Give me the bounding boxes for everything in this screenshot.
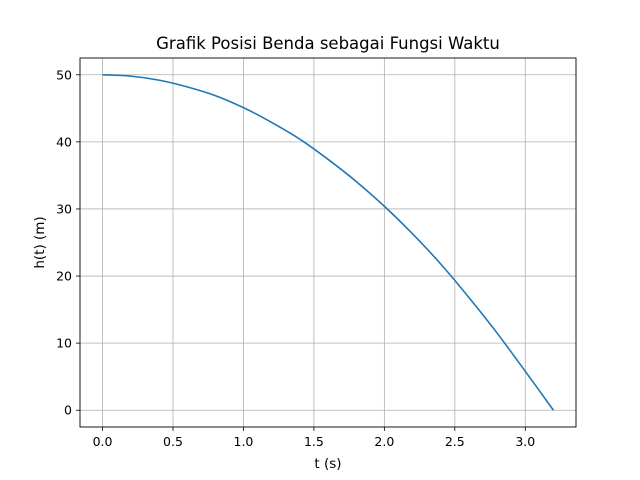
y-tick-label: 10 [56, 336, 72, 351]
x-tick-label: 0.0 [93, 434, 113, 449]
y-axis-label: h(t) (m) [32, 216, 48, 268]
y-tick-label: 40 [56, 134, 72, 149]
chart-title: Grafik Posisi Benda sebagai Fungsi Waktu [156, 34, 500, 53]
y-tick-label: 30 [56, 201, 72, 216]
grid-layer [80, 58, 576, 427]
x-tick-label: 2.0 [374, 434, 394, 449]
series-line [102, 73, 555, 411]
series-layer [102, 73, 555, 411]
plot-frame [79, 57, 577, 428]
tick-layer: 0.0 0.5 1.0 1.5 2.0 2.5 3.0 0 10 20 30 40 50 [56, 67, 535, 449]
x-axis-label: t (s) [314, 456, 341, 472]
x-tick-label: 0.5 [163, 434, 183, 449]
y-tick-label: 0 [64, 403, 72, 418]
x-tick-label: 2.5 [445, 434, 465, 449]
x-tick-label: 1.0 [234, 434, 254, 449]
x-tick-label: 3.0 [515, 434, 535, 449]
y-tick-label: 20 [56, 269, 72, 284]
x-tick-label: 1.5 [304, 434, 324, 449]
y-tick-label: 50 [56, 67, 72, 82]
